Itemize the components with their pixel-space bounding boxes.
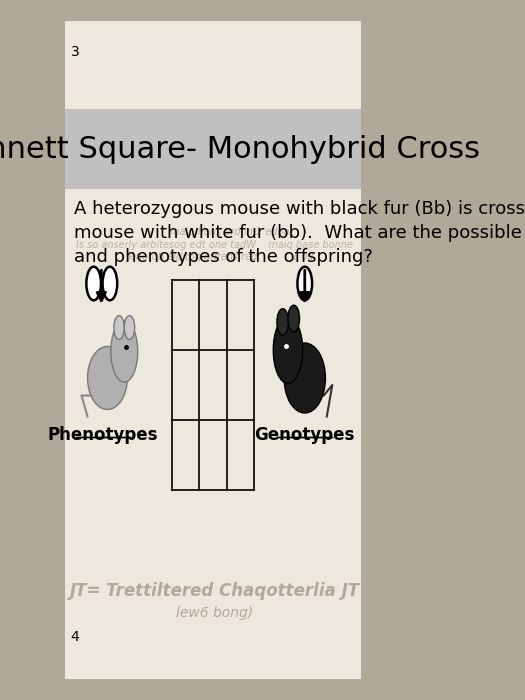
Ellipse shape — [284, 343, 326, 413]
Text: Jenotob elditoq orltens red           1 od: Jenotob elditoq orltens red 1 od — [128, 252, 314, 262]
Text: A heterozygous mouse with black fur (Bb) is crossed with a
mouse with white fur : A heterozygous mouse with black fur (Bb)… — [74, 199, 525, 266]
Circle shape — [288, 305, 300, 332]
Text: Is so anserly arbitesog edt one tadW    maiq base bonne: Is so anserly arbitesog edt one tadW mai… — [76, 240, 353, 250]
Text: JT= Trettiltered Chaqotterlia JT: JT= Trettiltered Chaqotterlia JT — [69, 582, 360, 601]
Ellipse shape — [88, 346, 128, 410]
Text: Phenotypes: Phenotypes — [48, 426, 158, 444]
FancyBboxPatch shape — [65, 21, 361, 679]
Text: 3: 3 — [71, 46, 79, 60]
FancyBboxPatch shape — [65, 108, 361, 189]
Circle shape — [298, 267, 312, 300]
Text: lew6 bong): lew6 bong) — [176, 606, 253, 620]
Circle shape — [86, 267, 101, 300]
Text: Genotypes: Genotypes — [255, 426, 355, 444]
Circle shape — [124, 316, 135, 340]
Circle shape — [114, 316, 124, 340]
Circle shape — [277, 309, 289, 335]
Circle shape — [102, 267, 117, 300]
Text: Punnett Square- Monohybrid Cross: Punnett Square- Monohybrid Cross — [0, 134, 479, 164]
Circle shape — [111, 321, 138, 382]
Text: 4: 4 — [71, 630, 79, 644]
Text: maiq bons bronn 1 edna: maiq bons bronn 1 edna — [170, 228, 290, 237]
Circle shape — [273, 316, 302, 384]
